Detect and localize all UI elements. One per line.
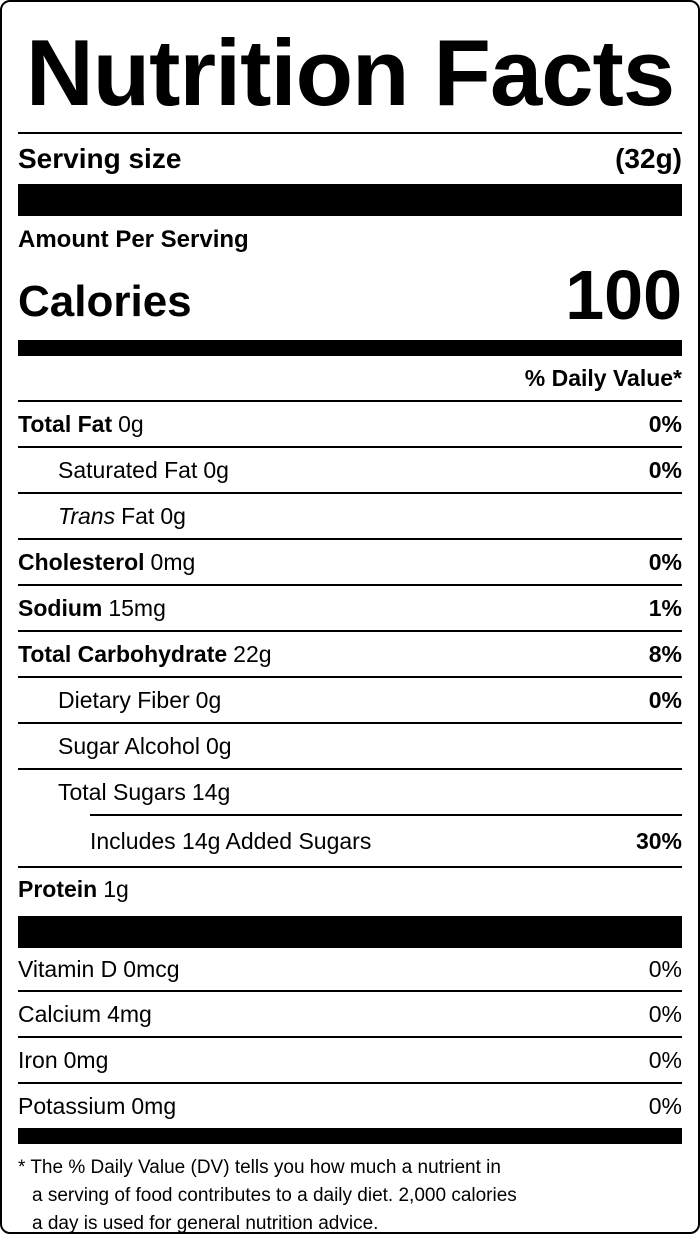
nutrient-row-trans-fat: Trans Fat 0g: [18, 494, 682, 538]
divider: [18, 584, 682, 586]
divider: [18, 132, 682, 134]
footnote-line: a serving of food contributes to a daily…: [32, 1185, 517, 1206]
serving-size-row: Serving size (32g): [18, 134, 682, 184]
micronutrient-dv: 0%: [648, 1000, 682, 1027]
divider: [18, 990, 682, 992]
footnote-line: * The % Daily Value (DV) tells you how m…: [18, 1157, 501, 1178]
nutrient-row-total-fat: Total Fat 0g 0%: [18, 402, 682, 446]
thick-divider: [18, 1128, 682, 1144]
divider: [18, 866, 682, 868]
nutrient-dv: 30%: [635, 827, 682, 854]
footnote-line: a day is used for general nutrition advi…: [32, 1213, 379, 1234]
nutrient-row-total-sugars: Total Sugars 14g: [18, 770, 682, 814]
thick-divider: [18, 184, 682, 216]
divider: [18, 446, 682, 448]
serving-size-value: (32g): [615, 143, 682, 174]
nutrient-amount: 1g: [103, 875, 129, 902]
footnote: * The % Daily Value (DV) tells you how m…: [18, 1154, 682, 1234]
micronutrient-row-potassium: Potassium 0mg 0%: [18, 1084, 682, 1128]
micronutrient-name: Iron: [18, 1046, 58, 1073]
label-content: Nutrition Facts Serving size (32g) Amoun…: [18, 2, 682, 1234]
divider: [18, 538, 682, 540]
nutrient-name: Includes 14g Added Sugars: [90, 827, 372, 854]
nutrient-dv: 0%: [648, 410, 682, 437]
thick-divider: [18, 916, 682, 948]
divider: [18, 676, 682, 678]
calories-label: Calories: [18, 277, 192, 326]
micronutrient-name: Calcium: [18, 1000, 102, 1027]
micronutrient-row-vitamin-d: Vitamin D 0mcg 0%: [18, 948, 682, 990]
nutrient-row-saturated-fat: Saturated Fat 0g 0%: [18, 448, 682, 492]
label-title: Nutrition Facts: [25, 20, 675, 125]
nutrient-dv: 8%: [648, 640, 682, 667]
daily-value-header-text: % Daily Value*: [524, 364, 682, 391]
nutrient-amount: 0g: [195, 686, 222, 713]
micronutrient-amount: 0mg: [63, 1046, 109, 1073]
calories-value: 100: [565, 256, 682, 334]
nutrient-row-cholesterol: Cholesterol 0mg 0%: [18, 540, 682, 584]
micronutrient-row-iron: Iron 0mg 0%: [18, 1038, 682, 1082]
nutrient-amount: 0g: [203, 456, 229, 483]
nutrient-amount: 14g: [191, 778, 231, 805]
divider: [18, 630, 682, 632]
nutrient-row-total-carbohydrate: Total Carbohydrate 22g 8%: [18, 632, 682, 676]
nutrient-row-protein: Protein 1g: [18, 868, 682, 910]
nutrient-amount: 0g: [118, 410, 144, 437]
amount-per-serving: Amount Per Serving: [18, 226, 249, 253]
calories-row: Calories 100: [18, 254, 682, 330]
micronutrient-dv: 0%: [648, 955, 682, 982]
nutrient-name: Fat: [121, 502, 155, 529]
nutrient-name: Saturated Fat: [58, 456, 198, 483]
nutrient-name: Cholesterol: [18, 548, 145, 575]
micronutrient-name: Potassium: [18, 1092, 126, 1119]
nutrient-row-dietary-fiber: Dietary Fiber 0g 0%: [18, 678, 682, 722]
divider: [18, 722, 682, 724]
nutrient-row-sugar-alcohol: Sugar Alcohol 0g: [18, 724, 682, 768]
nutrient-name: Sodium: [18, 594, 103, 621]
nutrient-dv: 1%: [648, 594, 682, 621]
daily-value-header: % Daily Value*: [18, 356, 682, 400]
serving-size-label: Serving size: [18, 143, 182, 174]
divider: [18, 1082, 682, 1084]
nutrient-name: Total Carbohydrate: [18, 640, 228, 667]
nutrient-amount: 22g: [233, 640, 272, 667]
nutrient-row-sodium: Sodium 15mg 1%: [18, 586, 682, 630]
micronutrient-amount: 0mcg: [123, 955, 180, 982]
nutrient-dv: 0%: [648, 456, 682, 483]
micronutrient-name: Vitamin D: [18, 955, 118, 982]
nutrient-name-italic: Trans: [58, 502, 116, 529]
divider: [90, 814, 682, 816]
micronutrient-amount: 0mg: [131, 1092, 177, 1119]
nutrient-amount: 0g: [205, 732, 232, 759]
nutrient-amount: 15mg: [108, 594, 166, 621]
nutrient-amount: 0mg: [150, 548, 196, 575]
nutrient-name: Total Fat: [18, 410, 113, 437]
micronutrient-amount: 4mg: [107, 1000, 152, 1027]
nutrient-name: Protein: [18, 875, 98, 902]
divider: [18, 400, 682, 402]
nutrient-name: Sugar Alcohol: [58, 732, 200, 759]
thick-divider: [18, 340, 682, 356]
nutrient-amount: 0g: [160, 502, 186, 529]
nutrient-name: Total Sugars: [58, 778, 186, 805]
nutrient-row-added-sugars: Includes 14g Added Sugars 30%: [18, 816, 682, 866]
divider: [18, 768, 682, 770]
divider: [18, 1036, 682, 1038]
micronutrient-row-calcium: Calcium 4mg 0%: [18, 992, 682, 1036]
micronutrient-dv: 0%: [648, 1046, 682, 1073]
nutrient-name: Dietary Fiber: [58, 686, 190, 713]
nutrient-dv: 0%: [648, 686, 682, 713]
divider: [18, 492, 682, 494]
nutrient-dv: 0%: [648, 548, 682, 575]
micronutrient-dv: 0%: [648, 1092, 682, 1119]
